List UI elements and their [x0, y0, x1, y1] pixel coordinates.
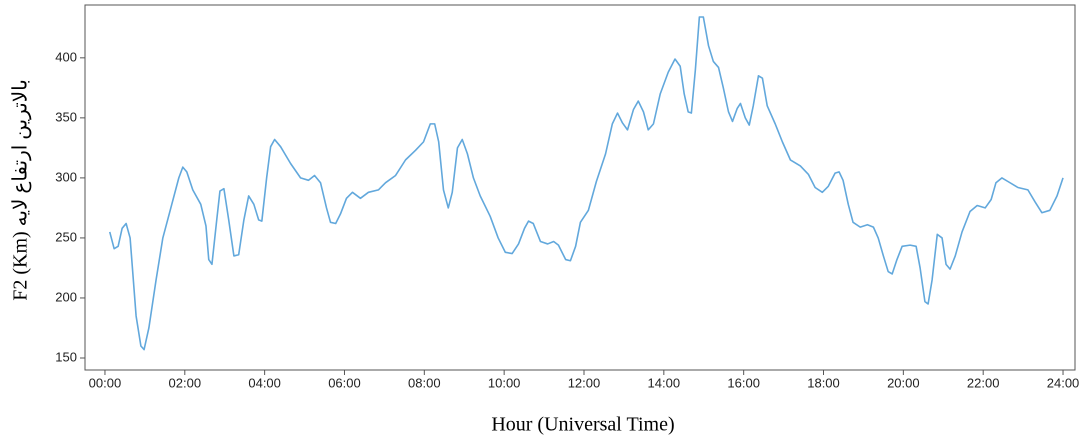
x-tick-label: 14:00 [648, 375, 681, 390]
x-tick-label: 20:00 [887, 375, 920, 390]
x-tick-label: 24:00 [1047, 375, 1080, 390]
x-tick-label: 04:00 [248, 375, 281, 390]
x-tick-label: 00:00 [89, 375, 122, 390]
x-tick-label: 02:00 [169, 375, 202, 390]
y-tick-label: 150 [55, 349, 77, 364]
plot-frame [84, 4, 1076, 371]
y-axis-title: بالاترين ارتفاع لايه F2 (Km) [10, 79, 32, 301]
x-tick-label: 06:00 [328, 375, 361, 390]
x-axis-title: Hour (Universal Time) [491, 414, 674, 436]
x-tick-label: 16:00 [727, 375, 760, 390]
y-tick-label: 350 [55, 109, 77, 124]
x-tick-label: 10:00 [488, 375, 521, 390]
y-tick-label: 250 [55, 229, 77, 244]
x-tick-label: 18:00 [807, 375, 840, 390]
y-tick-label: 200 [55, 289, 77, 304]
x-tick-label: 12:00 [568, 375, 601, 390]
y-tick-label: 300 [55, 169, 77, 184]
data-line [108, 16, 1064, 351]
y-tick-label: 400 [55, 49, 77, 64]
x-tick-label: 22:00 [967, 375, 1000, 390]
x-tick-label: 08:00 [408, 375, 441, 390]
